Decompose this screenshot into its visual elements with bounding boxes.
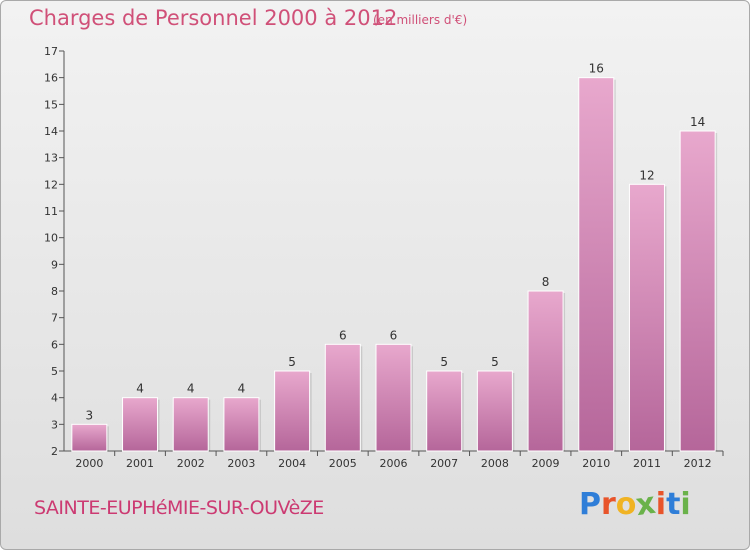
bar-2002 [172, 397, 209, 452]
y-tick-label: 13 [44, 152, 58, 165]
x-tick-label: 2008 [481, 457, 509, 470]
y-tick-label: 5 [51, 365, 58, 378]
logo-letter: r [601, 487, 616, 522]
bar-2011 [628, 183, 665, 452]
logo-letter: x [634, 485, 659, 524]
y-tick-label: 6 [51, 338, 58, 351]
logo-letter: P [579, 487, 601, 522]
data-labels: 3 4 4 4 5 6 6 5 5 8 16 12 14 [86, 62, 706, 423]
x-tick-label: 2002 [177, 457, 205, 470]
data-label: 4 [136, 382, 144, 396]
x-tick-label: 2005 [329, 457, 357, 470]
bar-2000 [71, 423, 108, 452]
x-tick-label: 2001 [126, 457, 154, 470]
proxiti-logo[interactable]: Proxiti [579, 485, 691, 524]
data-label: 8 [542, 275, 550, 289]
bar-2006 [375, 343, 412, 452]
data-label: 5 [288, 355, 296, 369]
bar-2007 [426, 370, 463, 452]
x-tick-label: 2000 [75, 457, 103, 470]
x-axis: 2000 2001 2002 2003 2004 2005 2006 2007 2008 2009… [64, 450, 724, 470]
data-label: 6 [339, 328, 347, 342]
x-tick-label: 2004 [278, 457, 306, 470]
data-label: 4 [187, 382, 195, 396]
x-tick-label: 2011 [633, 457, 661, 470]
data-label: 3 [86, 408, 94, 422]
bar-2005 [324, 343, 361, 452]
bar-2008 [476, 370, 513, 452]
x-tick-label: 2006 [380, 457, 408, 470]
data-label: 12 [639, 168, 654, 182]
y-tick-label: 10 [44, 232, 58, 245]
bar-2009 [527, 290, 564, 452]
y-tick-label: 17 [44, 45, 58, 58]
data-label: 5 [440, 355, 448, 369]
y-tick-label: 2 [51, 445, 58, 458]
logo-letter: o [615, 487, 637, 522]
x-tick-label: 2007 [430, 457, 458, 470]
logo-letter: i [680, 487, 691, 522]
bar-2001 [122, 397, 159, 452]
y-tick-label: 7 [51, 312, 58, 325]
logo-letter: t [666, 487, 681, 522]
y-tick-label: 4 [51, 392, 58, 405]
x-tick-label: 2003 [227, 457, 255, 470]
data-label: 5 [491, 355, 499, 369]
data-label: 4 [238, 382, 246, 396]
y-tick-label: 8 [51, 285, 58, 298]
bar-2004 [274, 370, 311, 452]
y-tick-label: 14 [44, 125, 58, 138]
x-tick-label: 2009 [532, 457, 560, 470]
bar-2003 [223, 397, 260, 452]
logo-letter: i [655, 487, 667, 522]
bars [71, 77, 718, 452]
bar-2012 [679, 130, 716, 452]
y-tick-label: 3 [51, 418, 58, 431]
chart-subtitle: (en milliers d'€) [373, 13, 468, 27]
data-label: 6 [390, 328, 398, 342]
y-tick-label: 9 [51, 258, 58, 271]
y-tick-label: 15 [44, 98, 58, 111]
y-tick-label: 16 [44, 72, 58, 85]
chart-title: Charges de Personnel 2000 à 2012 [29, 6, 398, 30]
bar-2010 [578, 77, 615, 452]
data-label: 16 [589, 62, 604, 76]
x-tick-label: 2010 [582, 457, 610, 470]
commune-name: SAINTE-EUPHéMIE-SUR-OUVèZE [34, 497, 324, 519]
y-tick-label: 11 [44, 205, 58, 218]
data-label: 14 [690, 115, 705, 129]
x-tick-label: 2012 [684, 457, 712, 470]
y-axis: 2 3 4 5 6 7 8 9 10 11 12 13 14 15 16 17 [44, 45, 65, 458]
y-tick-label: 12 [44, 178, 58, 191]
